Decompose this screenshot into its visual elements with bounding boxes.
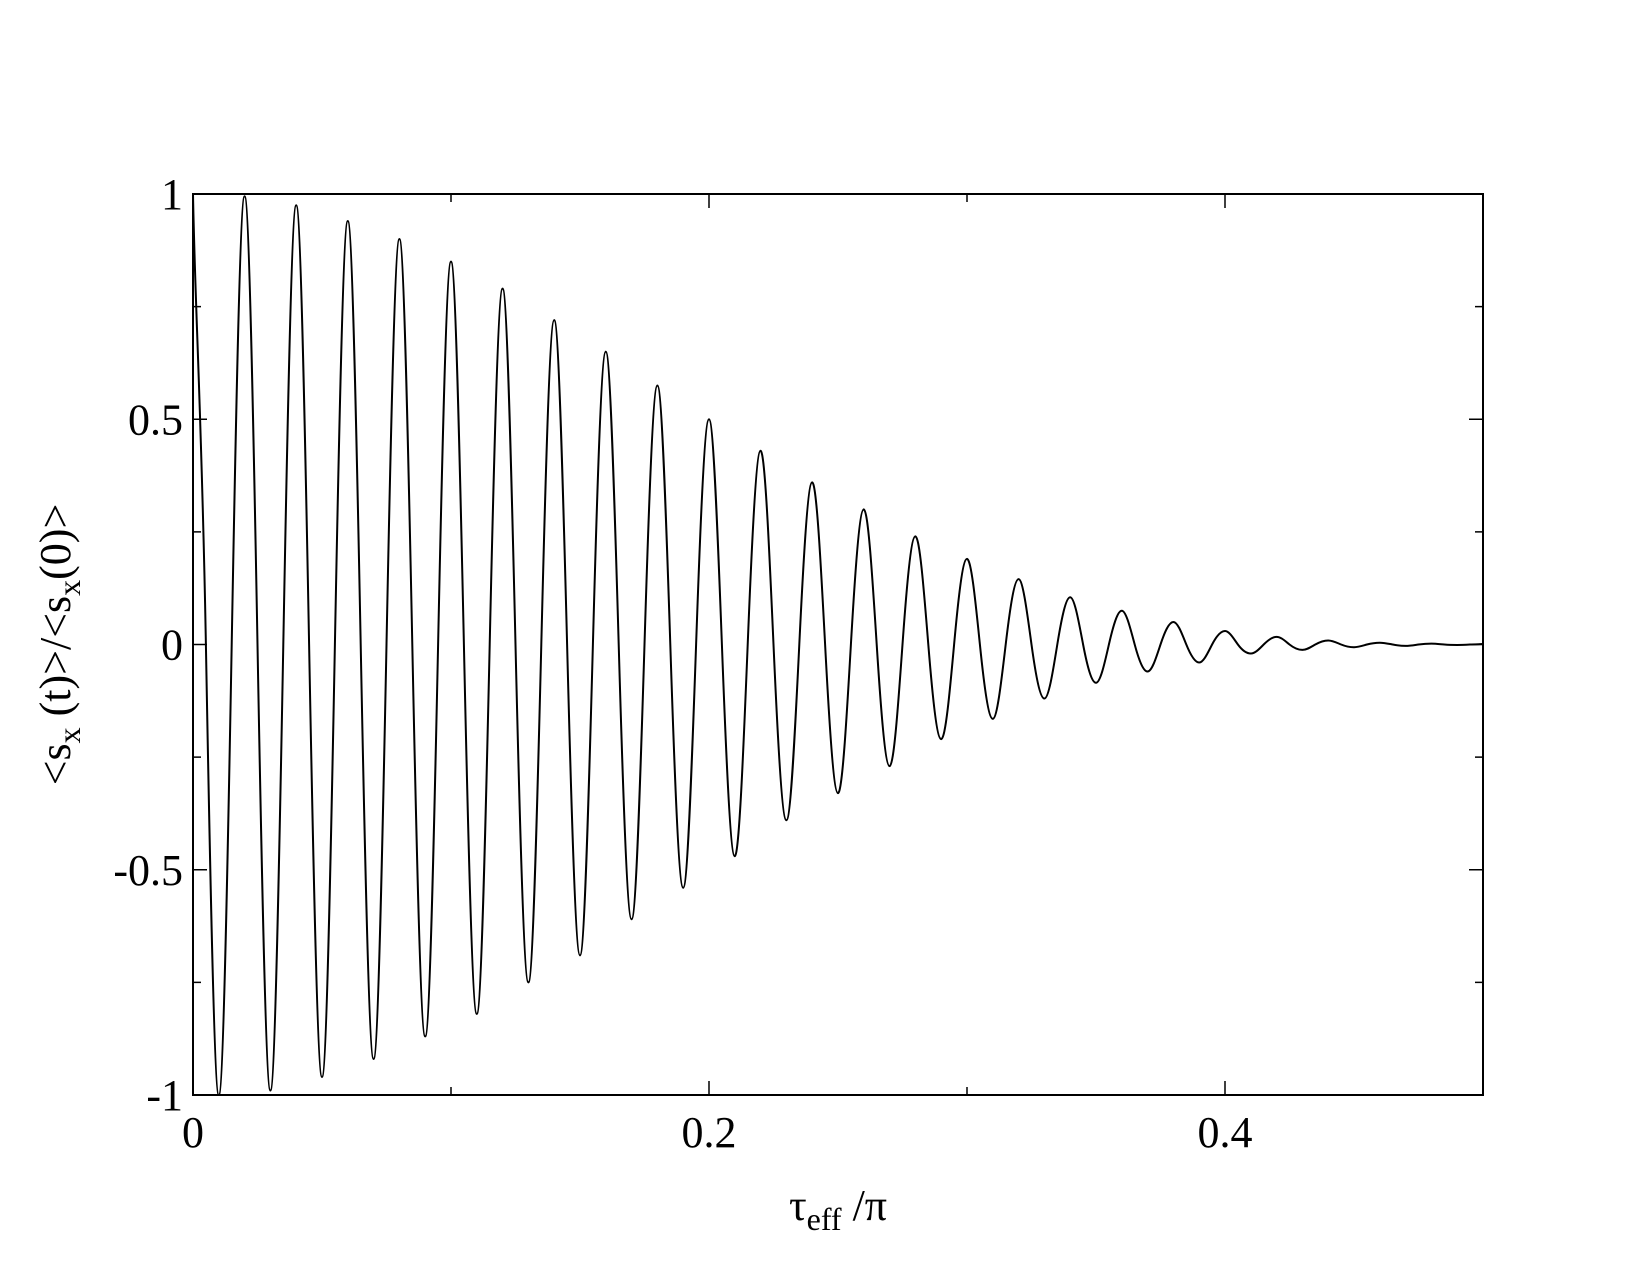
y-axis-label-part: x — [51, 580, 87, 596]
x-tick-label: 0 — [182, 1108, 204, 1157]
y-tick-label: 1 — [161, 170, 183, 219]
y-tick-label: 0 — [161, 621, 183, 670]
x-axis-label-part: τ — [789, 1181, 807, 1230]
y-axis-label-part: (0)> — [31, 504, 80, 580]
x-tick-label: 0.4 — [1198, 1108, 1253, 1157]
y-axis-label: <sx (t)>/<sx(0)> — [31, 504, 87, 786]
x-axis-label-part: /π — [842, 1181, 887, 1230]
data-line — [192, 193, 1484, 1097]
y-tick-label: -0.5 — [113, 846, 183, 895]
x-tick-label: 0.2 — [682, 1108, 737, 1157]
y-tick-label: -1 — [146, 1071, 183, 1120]
y-axis-label-part: (t)>/<s — [31, 596, 80, 728]
y-tick-label: 0.5 — [128, 395, 183, 444]
x-axis-label: τeff /π — [789, 1181, 887, 1237]
y-axis-label-part: x — [51, 727, 87, 743]
x-axis-label-part: eff — [807, 1201, 842, 1237]
y-axis-label-part: <s — [31, 743, 80, 785]
